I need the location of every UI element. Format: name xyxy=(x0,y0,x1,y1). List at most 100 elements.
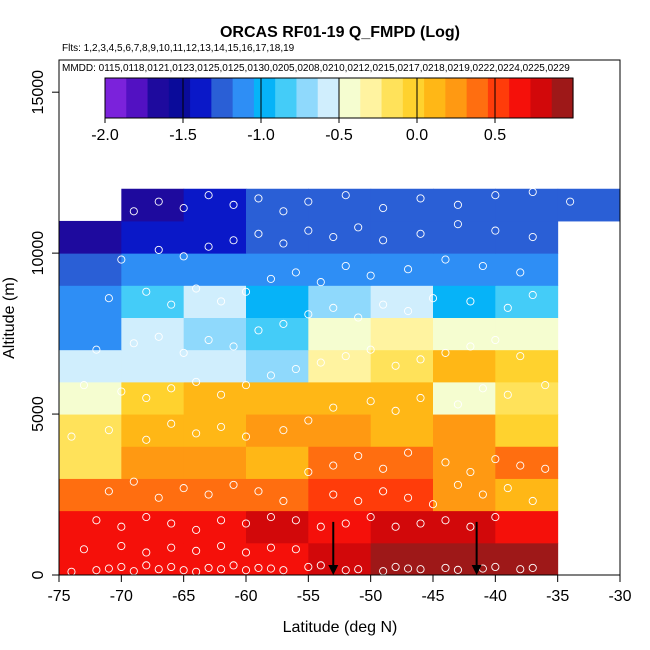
x-tick-label: -70 xyxy=(110,588,133,605)
observation-point xyxy=(241,519,251,528)
observation-point xyxy=(142,393,151,403)
observation-point xyxy=(241,287,251,296)
heatmap-cell xyxy=(495,188,559,222)
observation-point xyxy=(379,464,388,473)
observation-point xyxy=(266,543,275,552)
heatmap-cell xyxy=(59,542,122,576)
observation-point xyxy=(354,313,363,322)
observation-point xyxy=(142,513,151,522)
observation-point xyxy=(92,516,101,525)
observation-point xyxy=(167,419,176,428)
observation-point xyxy=(167,543,176,552)
observation-point xyxy=(441,563,450,572)
heatmap-cell xyxy=(370,381,434,415)
plot-frame xyxy=(58,59,621,576)
x-tick-label: -60 xyxy=(234,588,257,605)
heatmap-cell xyxy=(308,542,372,576)
observation-point xyxy=(391,522,400,531)
observation-point xyxy=(179,566,188,575)
x-tick-label: -30 xyxy=(608,588,631,605)
colorbar-tick-label: 0.0 xyxy=(406,127,428,144)
heatmap-cell xyxy=(183,446,247,479)
heatmap-cell xyxy=(433,542,496,576)
colorbar-swatch xyxy=(339,78,361,118)
observation-point xyxy=(179,484,188,493)
observation-point xyxy=(79,545,88,554)
observation-point xyxy=(404,265,413,274)
colorbar-cells xyxy=(104,77,574,119)
observation-point xyxy=(129,477,138,486)
heatmap-cell xyxy=(433,220,496,254)
observation-point xyxy=(154,197,163,206)
x-axis-title: Latitude (deg N) xyxy=(283,619,398,636)
observation-point xyxy=(304,310,313,319)
chart-title: ORCAS RF01-19 Q_FMPD (Log) xyxy=(220,24,460,41)
heatmap-cell xyxy=(308,381,372,415)
heatmap-cell xyxy=(246,188,309,222)
observation-point xyxy=(117,522,126,531)
heatmap-cell xyxy=(183,188,247,222)
dates-line: MMDD: 0115,0118,0121,0123,0125,0125,0130… xyxy=(62,63,570,74)
observation-point xyxy=(416,519,425,528)
observation-point xyxy=(167,519,176,528)
heatmap-cell xyxy=(308,510,372,544)
heatmap-cell xyxy=(183,220,247,254)
heatmap-cell xyxy=(121,317,185,351)
observation-point xyxy=(266,513,275,522)
observation-point xyxy=(217,516,226,525)
observation-point xyxy=(117,387,126,396)
colorbar-ticks: -2.0 -1.5 -1.0 -0.5 0.0 0.5 xyxy=(91,78,506,144)
flights-line: Flts: 1,2,3,4,5,6,7,8,9,10,11,12,13,14,1… xyxy=(62,43,295,54)
observation-point xyxy=(416,393,425,403)
observation-point xyxy=(379,487,388,496)
colorbar: -2.0 -1.5 -1.0 -0.5 0.0 0.5 xyxy=(91,77,574,144)
observation-point xyxy=(316,522,325,531)
heatmap-cell xyxy=(433,478,496,512)
heatmap-cell xyxy=(121,349,185,383)
observation-point xyxy=(541,381,550,390)
observation-point xyxy=(79,381,88,390)
colorbar-swatch xyxy=(530,78,553,118)
heatmap-cell xyxy=(121,478,185,512)
y-axis-title: Altitude (m) xyxy=(1,277,18,359)
observation-point xyxy=(329,303,338,312)
heatmap-cell xyxy=(183,414,247,447)
heatmap-cell xyxy=(308,446,372,479)
observation-point xyxy=(104,487,113,496)
heatmap-cell xyxy=(121,220,185,254)
heatmap-cell xyxy=(308,349,372,383)
observation-point xyxy=(453,220,462,229)
observation-point xyxy=(279,496,288,506)
observation-point xyxy=(391,406,400,415)
observation-point xyxy=(341,566,350,575)
heatmap-cell xyxy=(557,188,621,222)
x-tick-label: -50 xyxy=(359,588,382,605)
heatmap-cell xyxy=(121,510,185,544)
observation-point xyxy=(229,480,238,489)
observation-point xyxy=(416,194,425,203)
heatmap-cell xyxy=(495,253,559,286)
observation-point xyxy=(279,566,288,575)
heatmap-cell xyxy=(59,510,122,544)
observation-point xyxy=(516,461,525,470)
y-tick-label: 5000 xyxy=(30,396,47,432)
x-tick-label: -45 xyxy=(421,588,444,605)
observation-point xyxy=(453,200,462,209)
observation-point xyxy=(366,271,375,280)
observation-point xyxy=(67,432,76,441)
heatmap-cell xyxy=(370,542,434,576)
heatmap-cell xyxy=(495,317,559,351)
heatmap-cell xyxy=(183,510,247,544)
x-tick-label: -55 xyxy=(297,588,320,605)
observation-point xyxy=(241,566,251,575)
observation-point xyxy=(503,484,512,493)
observation-point xyxy=(416,229,425,238)
observation-point xyxy=(316,278,325,287)
observation-point xyxy=(142,561,151,570)
y-tick-label: 10000 xyxy=(30,231,47,276)
observation-point xyxy=(441,458,450,467)
observation-point xyxy=(354,223,363,232)
observation-point xyxy=(192,525,201,534)
observation-point xyxy=(142,435,151,444)
observation-point xyxy=(404,564,413,573)
